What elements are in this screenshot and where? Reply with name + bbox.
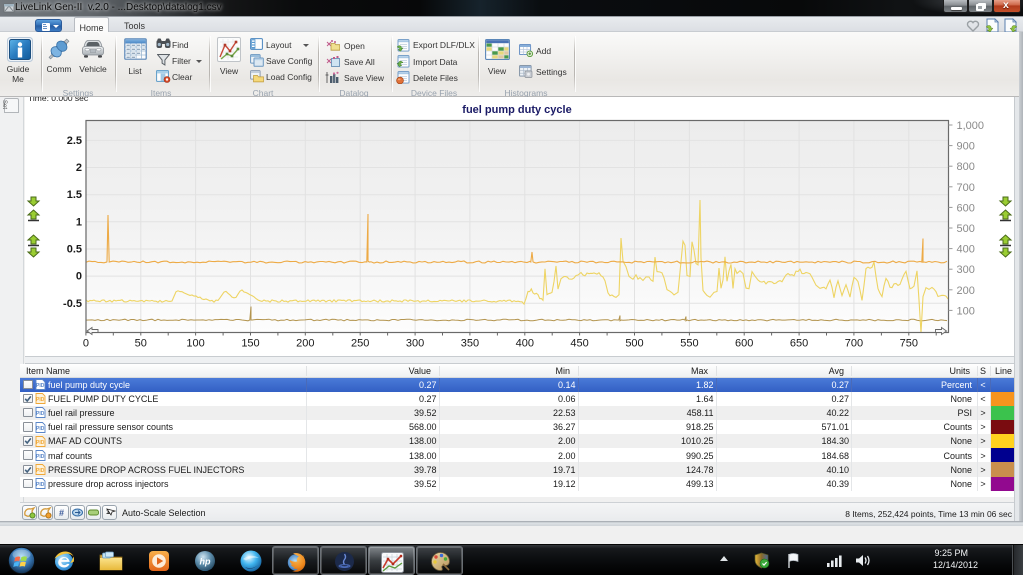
svg-text:300: 300 bbox=[406, 338, 424, 350]
svg-text:1,000: 1,000 bbox=[957, 120, 985, 132]
svg-text:750: 750 bbox=[900, 338, 918, 350]
svg-text:PID: PID bbox=[36, 482, 45, 488]
svg-text:100: 100 bbox=[186, 338, 204, 350]
svg-text:200: 200 bbox=[296, 338, 314, 350]
svg-text:300: 300 bbox=[957, 264, 975, 276]
svg-text:250: 250 bbox=[351, 338, 369, 350]
svg-text:1: 1 bbox=[76, 216, 82, 228]
svg-text:450: 450 bbox=[570, 338, 588, 350]
svg-text:-0.5: -0.5 bbox=[63, 298, 82, 310]
svg-text:PID: PID bbox=[36, 468, 45, 474]
svg-text:1: 1 bbox=[106, 509, 110, 516]
svg-text:PID: PID bbox=[36, 440, 45, 446]
svg-text:150: 150 bbox=[241, 338, 259, 350]
svg-text:2.5: 2.5 bbox=[67, 135, 82, 147]
svg-text:600: 600 bbox=[735, 338, 753, 350]
svg-text:200: 200 bbox=[957, 285, 975, 297]
svg-text:100: 100 bbox=[957, 305, 975, 317]
svg-text:hp: hp bbox=[200, 557, 211, 567]
svg-text:650: 650 bbox=[790, 338, 808, 350]
svg-text:400: 400 bbox=[516, 338, 534, 350]
svg-text:550: 550 bbox=[680, 338, 698, 350]
svg-text:PID: PID bbox=[36, 411, 45, 417]
svg-text:0: 0 bbox=[76, 271, 82, 283]
svg-text:50: 50 bbox=[135, 338, 147, 350]
svg-text:PID: PID bbox=[36, 426, 45, 432]
svg-text:PID: PID bbox=[36, 397, 45, 403]
svg-text:PID: PID bbox=[36, 383, 45, 389]
svg-text:400: 400 bbox=[957, 244, 975, 256]
svg-text:800: 800 bbox=[957, 161, 975, 173]
svg-text:#: # bbox=[59, 508, 64, 518]
svg-text:700: 700 bbox=[957, 182, 975, 194]
svg-text:350: 350 bbox=[461, 338, 479, 350]
svg-text:600: 600 bbox=[957, 202, 975, 214]
svg-text:2: 2 bbox=[76, 162, 82, 174]
svg-text:0.5: 0.5 bbox=[67, 244, 82, 256]
svg-text:700: 700 bbox=[845, 338, 863, 350]
svg-text:500: 500 bbox=[957, 223, 975, 235]
svg-text:1.5: 1.5 bbox=[67, 189, 82, 201]
svg-text:500: 500 bbox=[625, 338, 643, 350]
svg-text:900: 900 bbox=[957, 141, 975, 153]
svg-text:PID: PID bbox=[36, 454, 45, 460]
svg-text:0: 0 bbox=[83, 338, 89, 350]
